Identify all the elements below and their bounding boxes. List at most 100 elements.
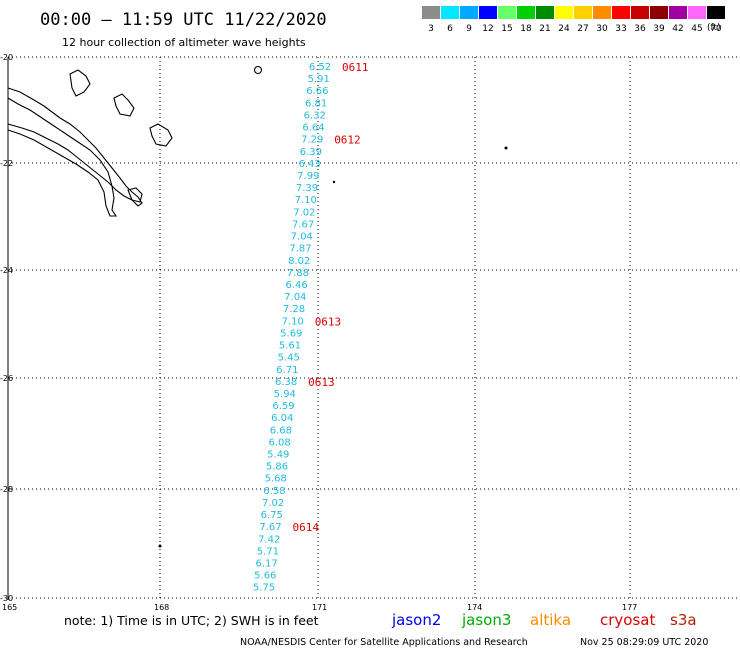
track-value: 7.99 — [297, 171, 319, 182]
footer-credit: NOAA/NESDIS Center for Satellite Applica… — [240, 637, 528, 648]
lat-label: -26 — [0, 374, 13, 383]
island-mare — [127, 187, 143, 203]
track-value: 7.67 — [259, 522, 281, 533]
time-label: 0612 — [334, 134, 361, 147]
track-value: 7.04 — [291, 232, 313, 243]
lat-label: -28 — [0, 485, 13, 494]
satellite-jason2: jason2 — [391, 611, 441, 629]
track-value: 6.52 — [309, 62, 331, 73]
legend-label: 33 — [615, 24, 626, 34]
legend-swatch — [517, 6, 535, 19]
legend-swatch — [707, 6, 725, 19]
legend-swatch — [650, 6, 668, 19]
island-lifou — [149, 123, 173, 147]
legend-swatch — [460, 6, 478, 19]
legend-swatch — [555, 6, 573, 19]
time-label: 0611 — [342, 61, 369, 74]
track-value: 6.46 — [285, 280, 307, 291]
track-value: 5.94 — [274, 389, 296, 400]
track-value: 5.66 — [254, 571, 276, 582]
map-title: 00:00 — 11:59 UTC 11/22/2020 — [40, 10, 327, 30]
legend-label: 9 — [466, 24, 472, 34]
track-value: 6.71 — [276, 365, 298, 376]
legend-swatch — [441, 6, 459, 19]
track-value: 6.32 — [304, 110, 326, 121]
satellite-cryosat: cryosat — [600, 611, 655, 629]
lon-label: 165 — [2, 603, 17, 612]
legend-label: 36 — [634, 24, 646, 34]
track-value: 6.17 — [255, 559, 277, 570]
lon-label: 171 — [312, 603, 327, 612]
legend-swatch — [574, 6, 592, 19]
legend-label: 24 — [558, 24, 570, 34]
coastline-new-caledonia — [7, 65, 508, 548]
legend-unit: (ft) — [707, 23, 721, 33]
legend-swatch — [631, 6, 649, 19]
lat-labels: -20 -22 -24 -26 -28 -30 — [0, 53, 13, 603]
graticule — [8, 56, 738, 600]
track-value: 7.42 — [258, 534, 280, 545]
footer-note: note: 1) Time is in UTC; 2) SWH is in fe… — [64, 613, 319, 628]
legend-swatch — [498, 6, 516, 19]
track-value: 5.61 — [279, 341, 301, 352]
track-value: 6.81 — [305, 98, 327, 109]
track-value: 6.68 — [270, 425, 292, 436]
track-value: 7.10 — [295, 195, 317, 206]
track-value: 7.29 — [301, 135, 323, 146]
legend-label: 39 — [653, 24, 665, 34]
track-value: 6.59 — [272, 401, 294, 412]
island-ouvea — [113, 93, 135, 117]
wave-height-legend: 3 6 9 12 15 18 21 24 27 30 33 36 39 42 45 70 — [422, 6, 725, 34]
lon-label: 177 — [622, 603, 637, 612]
track-value: 6.75 — [261, 510, 283, 521]
footer-timestamp: Nov 25 08:29:09 UTC 2020 — [580, 637, 708, 648]
islet-south — [158, 544, 162, 548]
lon-label: 168 — [154, 603, 169, 612]
main-island-inner-coast — [7, 97, 118, 217]
islet-east — [504, 146, 508, 150]
track-value: 7.39 — [296, 183, 318, 194]
map-subtitle: 12 hour collection of altimeter wave hei… — [62, 36, 306, 49]
lat-label: -22 — [0, 159, 13, 168]
legend-swatch — [593, 6, 611, 19]
legend-label: 15 — [501, 24, 512, 34]
legend-label: 42 — [672, 24, 683, 34]
time-label: 0613 — [308, 376, 335, 389]
track-value: 7.87 — [289, 244, 311, 255]
legend-label: 30 — [596, 24, 608, 34]
legend-label: 70 — [710, 24, 722, 34]
lon-label: 174 — [467, 603, 482, 612]
legend-label: 3 — [428, 24, 434, 34]
time-label: 0613 — [315, 315, 342, 328]
track-value: 5.49 — [267, 450, 289, 461]
track-value: 5.91 — [308, 74, 330, 85]
track-value: 6.39 — [300, 147, 322, 158]
satellite-altika: altika — [530, 611, 571, 629]
track-value: 6.66 — [306, 86, 328, 97]
legend-label: 27 — [577, 24, 588, 34]
track-value: 5.75 — [253, 583, 275, 594]
track-value: 6.64 — [302, 123, 324, 134]
track-value: 6.38 — [275, 377, 297, 388]
legend-swatch — [688, 6, 706, 19]
legend-label: 21 — [539, 24, 550, 34]
legend-swatch — [536, 6, 554, 19]
legend-swatch — [612, 6, 630, 19]
time-label: 0614 — [293, 521, 320, 534]
legend-label: 12 — [482, 24, 493, 34]
track-value: 7.02 — [293, 207, 315, 218]
track-value: 8.02 — [288, 256, 310, 267]
lat-label: -20 — [0, 53, 13, 62]
track-value: 7.04 — [284, 292, 306, 303]
legend-label: 18 — [520, 24, 532, 34]
track-value: 6.58 — [263, 486, 285, 497]
track-value: 7.28 — [283, 304, 305, 315]
legend-swatch — [669, 6, 687, 19]
track-value: 7.02 — [262, 498, 284, 509]
lat-label: -30 — [0, 594, 13, 603]
track-value: 6.08 — [268, 437, 290, 448]
altimeter-track-jason2: 6.525.916.666.816.32 6.647.296.396.437.99… — [253, 62, 331, 594]
track-value: 5.45 — [278, 353, 300, 364]
track-time-labels: 0611 0612 0613 0613 0614 — [293, 61, 369, 534]
